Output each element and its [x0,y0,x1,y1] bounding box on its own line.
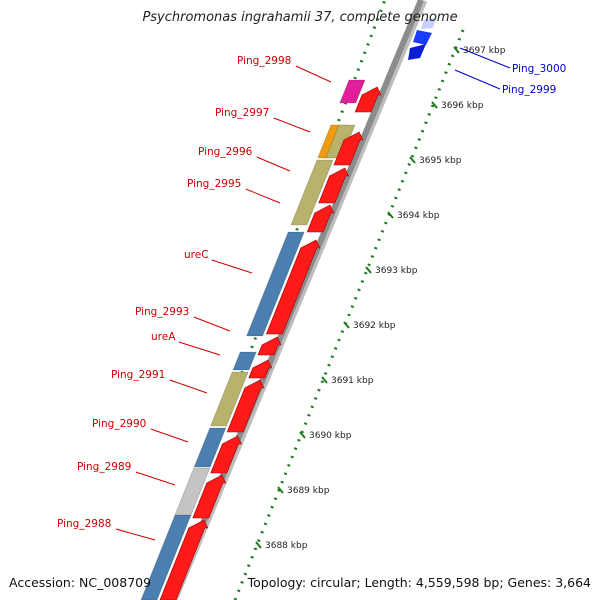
topology-text: Topology: circular; Length: 4,559,598 bp… [247,575,591,590]
leader-line [178,341,221,356]
cds-arrow-2996 [333,131,364,166]
tick-label: 3688 kbp [265,541,308,551]
cog-block-2995 [290,159,334,226]
cds-arrow-2989 [192,474,227,519]
tick-mark [343,321,350,329]
leader-line [454,69,501,90]
leader-line [115,528,156,541]
cds-arrow-2988 [159,519,209,600]
cog-block-2991 [210,371,249,427]
cds-arrow-2998 [354,86,382,113]
leader-line [295,65,332,83]
tick-mark [453,46,460,54]
tick-label: 3695 kbp [419,156,462,166]
tick-mark [365,266,372,274]
tick-label: 3694 kbp [397,211,440,221]
tick-label: 3690 kbp [309,431,352,441]
gene-label: Ping_2990 [92,418,146,430]
cog-block-urec [246,231,305,337]
cds-arrow-2990 [210,435,242,474]
gene-label: ureA [151,331,176,343]
cds-arrow-2999 [408,44,426,60]
tick-label: 3696 kbp [441,101,484,111]
tick-mark [299,431,306,439]
tick-label: 3689 kbp [287,486,330,496]
leader-line [256,156,291,172]
cds-arrow-urea [248,359,273,379]
tick-label: 3691 kbp [331,376,374,386]
cds-arrow-urec [265,239,321,335]
tick-label: 3693 kbp [375,266,418,276]
accession-text: Accession: NC_008709 [9,575,152,590]
cds-arrow-2991 [226,379,265,433]
gene-label: Ping_2993 [135,306,189,318]
leader-line [245,188,281,204]
cds-arrow-2995b [318,167,350,204]
leader-line [169,379,208,394]
gene-label: Ping_2996 [198,146,253,158]
cog-block-2989 [174,467,211,516]
tick-mark [387,211,394,219]
leader-line [193,316,231,332]
leader-line [211,259,253,274]
gene-label: Ping_2999 [502,84,556,96]
tick-mark [431,101,438,109]
tick-mark [409,156,416,164]
cog-block-2990 [193,427,227,468]
leader-line [135,471,176,486]
gene-label: Ping_2995 [187,178,241,190]
gene-label: Ping_2989 [77,461,131,473]
gene-label: Ping_2991 [111,369,165,381]
tick-mark [255,541,262,549]
figure-title: Psychromonas ingrahamii 37, complete gen… [142,10,458,25]
gene-label: ureC [184,249,209,261]
cog-block-urea [232,351,257,371]
cog-block-2997b [325,124,356,159]
gene-label: Ping_3000 [512,63,566,75]
cds-arrow-2995a [306,204,335,233]
tick-label: 3697 kbp [463,46,506,56]
gene-label: Ping_2998 [237,55,291,67]
gene-label: Ping_2997 [215,107,269,119]
tick-mark [321,376,328,384]
leader-line [459,47,511,69]
leader-line [150,428,189,443]
tick-label: 3692 kbp [353,321,396,331]
cds-arrow-2993 [257,336,282,356]
cds-arrow-3001 [421,18,436,29]
cds-arrow-3000 [413,30,432,45]
gene-label: Ping_2988 [57,518,111,530]
tick-mark [277,486,284,494]
leader-line [273,117,311,133]
cog-block-2998 [339,79,366,104]
